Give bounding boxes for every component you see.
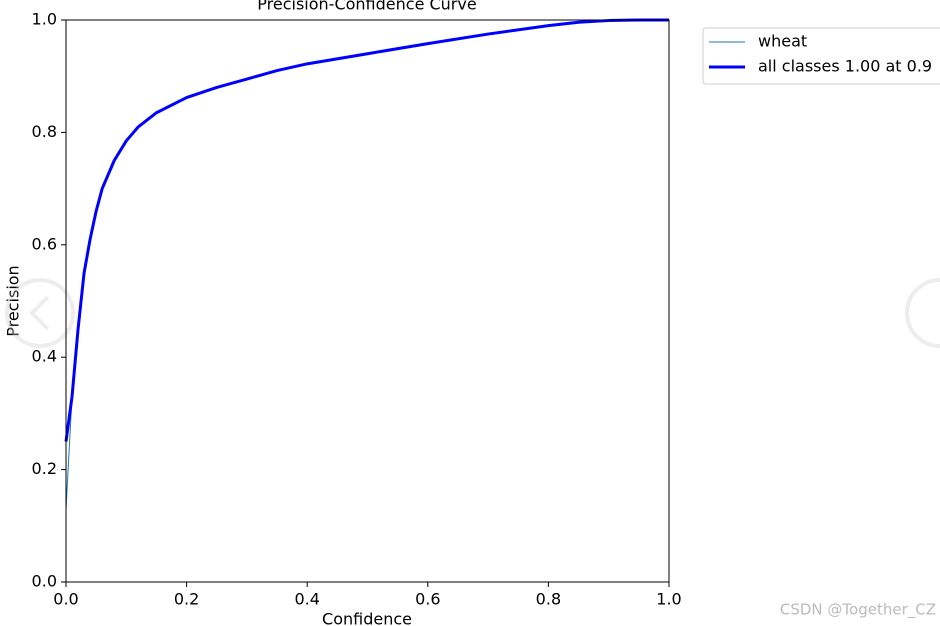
y-tick-label: 0.2 [32,459,57,478]
nav-left[interactable] [5,278,75,348]
chart-title: Precision-Confidence Curve [257,0,476,14]
legend-box [702,27,940,85]
legend-label: wheat [758,32,807,51]
x-tick-label: 0.6 [415,590,440,609]
x-tick-label: 0.8 [536,590,561,609]
line-series [64,18,669,442]
x-tick-label: 0.0 [53,590,78,609]
plot-frame [65,19,670,583]
y-tick-label: 0.0 [32,572,57,591]
y-tick-label: 1.0 [32,10,57,29]
y-axis-label: Precision [4,265,23,336]
nav-right[interactable] [905,278,940,348]
legend-label: all classes 1.00 at 0.9 [758,57,932,76]
x-tick-label: 1.0 [656,590,681,609]
watermark: CSDN @Together_CZ [780,601,936,620]
y-tick-label: 0.4 [32,347,57,366]
y-tick-label: 0.6 [32,234,57,253]
x-tick-label: 0.2 [174,590,199,609]
x-axis-label: Confidence [322,610,412,626]
y-tick-label: 0.8 [32,122,57,141]
x-tick-label: 0.4 [294,590,319,609]
